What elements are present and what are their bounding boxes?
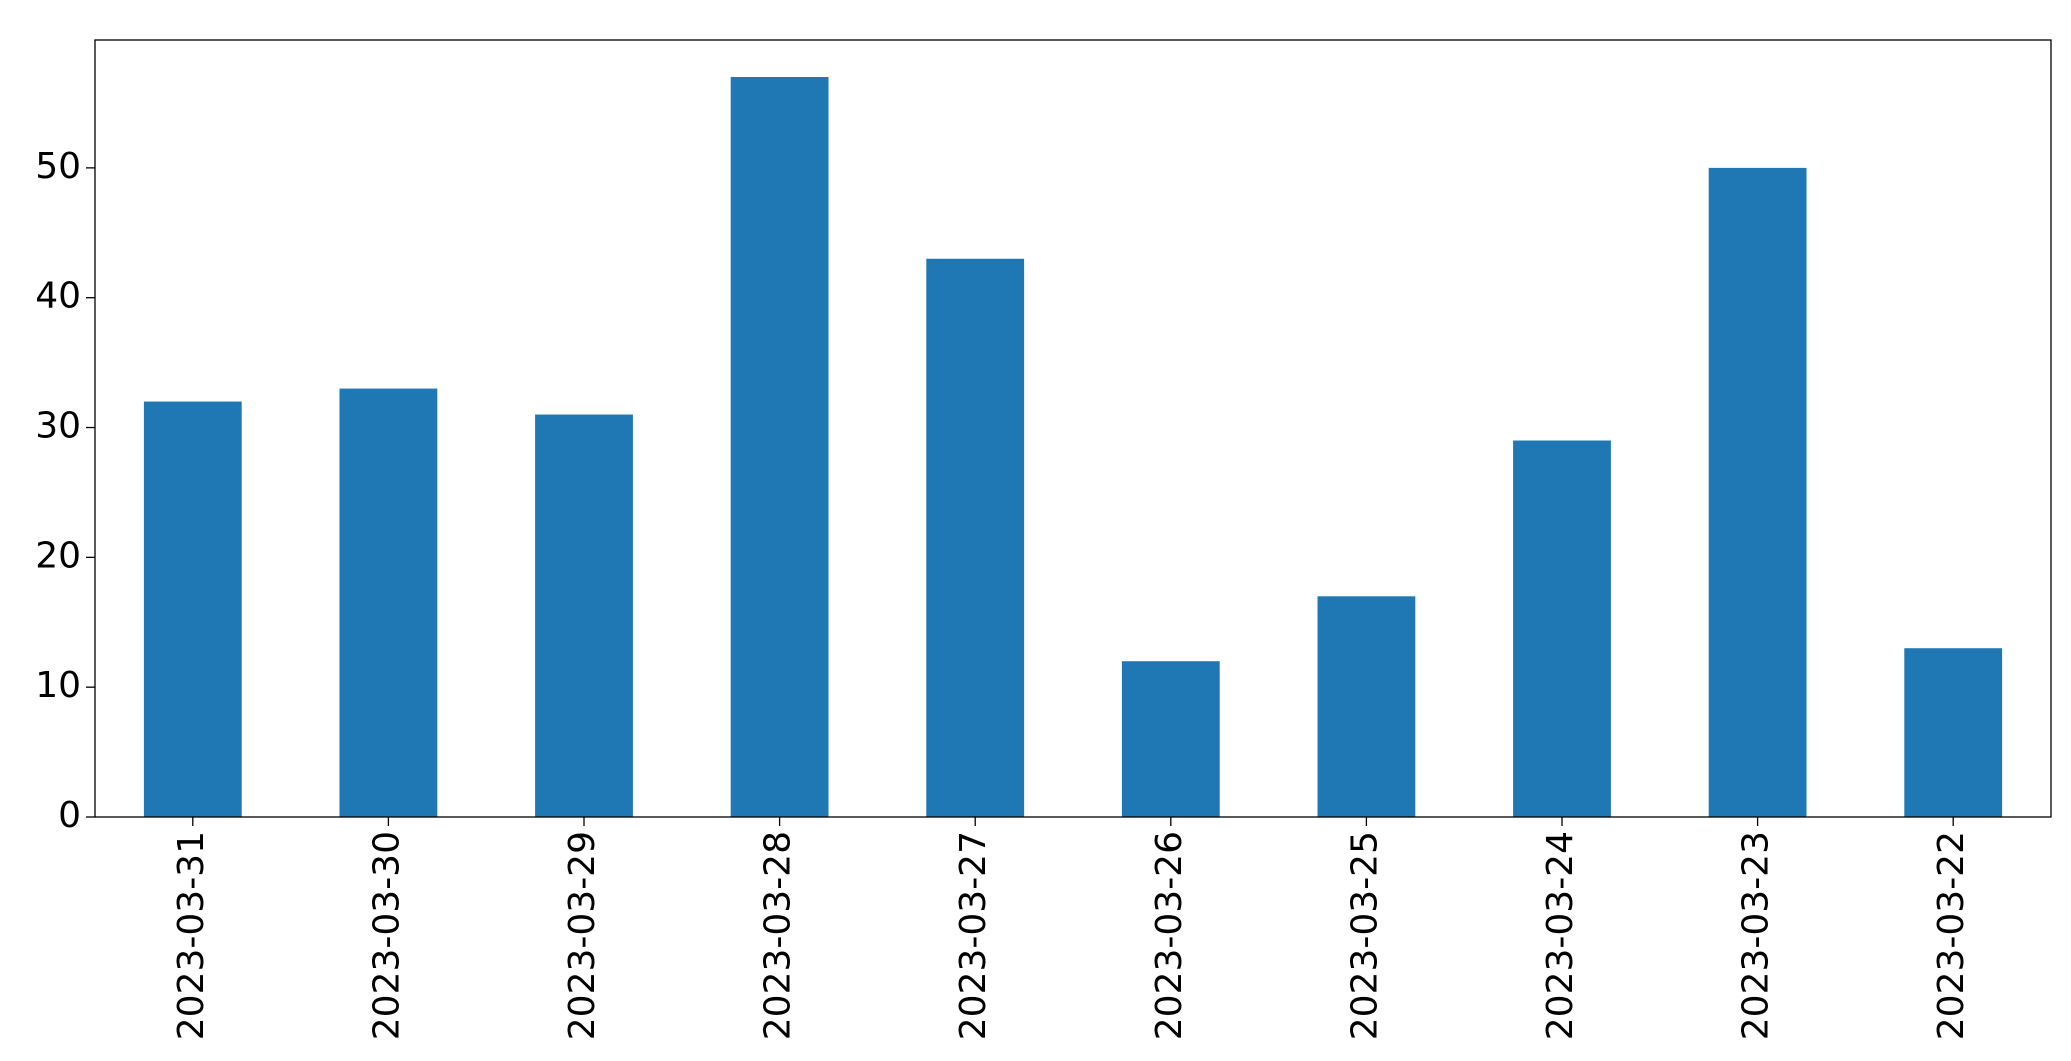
- y-tick-label: 30: [35, 406, 81, 447]
- bar: [1513, 440, 1611, 817]
- bar: [535, 414, 633, 817]
- bar: [143, 401, 242, 817]
- bar: [339, 388, 438, 817]
- y-tick-label: 0: [58, 795, 81, 836]
- plot-frame: [94, 39, 2052, 818]
- x-tick-label: 2023-03-25: [1344, 831, 1385, 1040]
- x-tick-label: 2023-03-30: [366, 831, 407, 1040]
- y-tick-label: 10: [35, 665, 81, 706]
- x-tick-label: 2023-03-24: [1540, 831, 1581, 1040]
- bar: [1904, 648, 2003, 817]
- x-tick-label: 2023-03-22: [1931, 831, 1972, 1040]
- bar: [1317, 596, 1416, 817]
- bar: [1708, 167, 1807, 817]
- bar: [1121, 661, 1220, 817]
- x-tick-label: 2023-03-29: [562, 831, 603, 1040]
- x-tick-label: 2023-03-31: [171, 831, 212, 1040]
- x-tick-label: 2023-03-23: [1736, 831, 1777, 1040]
- x-tick-label: 2023-03-27: [953, 831, 994, 1040]
- bar: [926, 258, 1025, 817]
- x-tick-label: 2023-03-28: [758, 831, 799, 1040]
- y-tick-label: 20: [35, 535, 81, 576]
- bar: [730, 77, 829, 817]
- x-tick-label: 2023-03-26: [1149, 831, 1190, 1040]
- y-tick-label: 40: [35, 276, 81, 317]
- y-tick-label: 50: [35, 146, 81, 187]
